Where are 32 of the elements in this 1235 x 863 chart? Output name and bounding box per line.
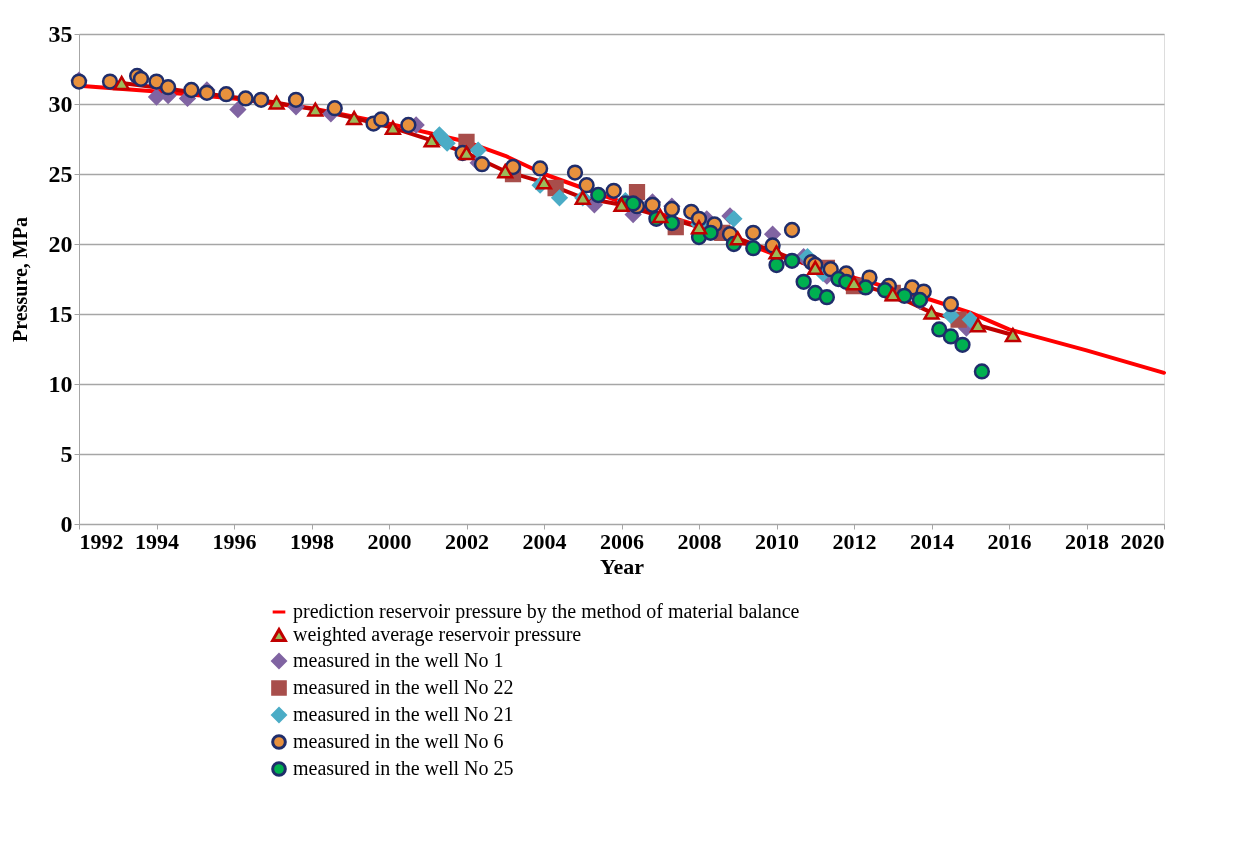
y-tick-label: 20 <box>48 230 73 257</box>
x-tick-label: 2014 <box>910 528 954 554</box>
legend-label: measured in the well No 25 <box>293 757 514 779</box>
y-tick-label: 35 <box>48 20 73 47</box>
legend-label: weighted average reservoir pressure <box>293 623 582 646</box>
x-tick-label: 2002 <box>445 528 489 554</box>
x-tick-label: 2006 <box>600 528 644 554</box>
legend-label: measured in the well No 21 <box>293 703 514 725</box>
x-axis-title: Year <box>600 553 645 579</box>
y-tick-label: 15 <box>48 300 73 327</box>
x-tick-label: 2020 <box>1120 528 1165 554</box>
y-tick-label: 25 <box>48 160 73 187</box>
y-axis-title: Pressure, MPa <box>8 217 31 342</box>
y-tick-label: 10 <box>48 370 73 397</box>
x-tick-label: 1998 <box>290 528 334 554</box>
y-tick-label: 0 <box>60 510 73 537</box>
x-tick-label: 1992 <box>79 528 124 554</box>
legend-label: measured in the well No 22 <box>293 676 514 698</box>
x-tick-label: 2004 <box>522 528 567 554</box>
y-tick-label: 30 <box>48 90 73 117</box>
legend-label: prediction reservoir pressure by the method of material balance <box>293 600 800 623</box>
x-tick-label: 2012 <box>832 528 877 554</box>
legend-label: measured in the well No 6 <box>293 730 504 752</box>
y-tick-label: 5 <box>60 440 73 467</box>
x-tick-label: 2010 <box>755 528 799 554</box>
x-tick-label: 1996 <box>212 528 257 554</box>
legend-label: measured in the well No 1 <box>293 649 504 671</box>
x-tick-label: 1994 <box>135 528 179 554</box>
x-tick-label: 2016 <box>987 528 1032 554</box>
x-tick-label: 2008 <box>677 528 722 554</box>
x-tick-label: 2018 <box>1065 528 1109 554</box>
x-tick-label: 2000 <box>367 528 412 554</box>
